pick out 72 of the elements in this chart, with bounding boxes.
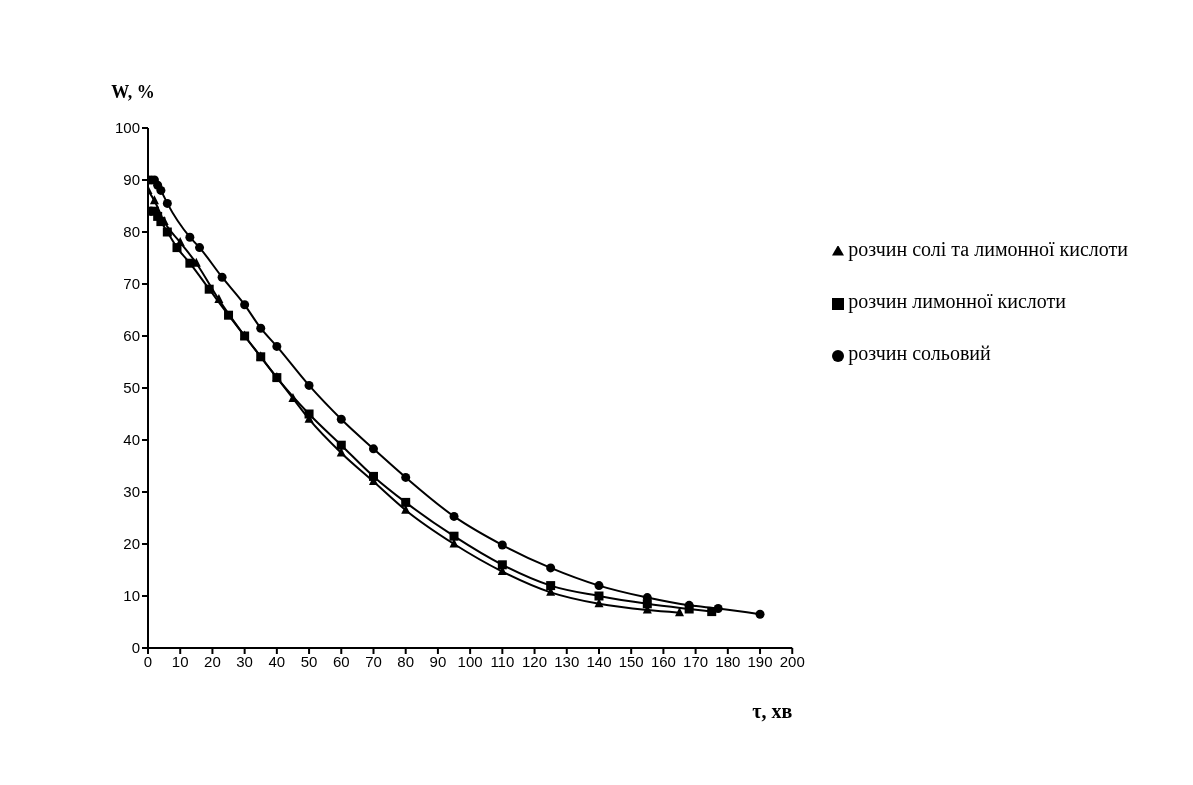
x-tick-label: 170 xyxy=(683,652,709,670)
point xyxy=(149,195,159,205)
legend-label: розчин сольовий xyxy=(848,342,991,364)
point xyxy=(304,409,314,419)
point xyxy=(162,198,172,208)
point xyxy=(185,232,195,242)
legend-label: розчин лимонної кислоти xyxy=(848,290,1066,312)
x-tick-label: 70 xyxy=(365,652,382,670)
y-tick-label: 20 xyxy=(123,535,140,553)
point xyxy=(204,284,214,294)
x-tick-label: 50 xyxy=(300,652,318,670)
point xyxy=(497,540,507,550)
point xyxy=(449,511,459,521)
x-tick-label: 190 xyxy=(747,652,773,670)
point xyxy=(675,607,685,617)
point xyxy=(162,227,172,237)
x-tick-label: 30 xyxy=(236,652,253,670)
y-tick-label: 50 xyxy=(123,379,140,397)
y-tick-label: 80 xyxy=(123,223,140,241)
point xyxy=(546,581,556,591)
x-tick-label: 20 xyxy=(204,652,221,670)
point xyxy=(368,471,378,481)
y-axis-title: W, % xyxy=(111,82,155,102)
point xyxy=(546,563,556,573)
point xyxy=(217,272,227,282)
x-tick-label: 200 xyxy=(779,652,805,670)
point xyxy=(368,444,378,454)
point xyxy=(214,294,224,304)
point xyxy=(240,300,250,310)
x-tick-label: 160 xyxy=(650,652,676,670)
point xyxy=(172,243,182,253)
x-axis-title: τ, хв xyxy=(752,700,793,722)
point xyxy=(336,414,346,424)
point xyxy=(156,185,166,195)
point xyxy=(594,581,604,591)
x-tick-label: 60 xyxy=(332,652,350,670)
y-tick-label: 40 xyxy=(123,431,140,449)
point xyxy=(594,591,604,601)
y-tick-label: 90 xyxy=(123,171,140,189)
x-tick-label: 130 xyxy=(554,652,580,670)
y-tick-label: 10 xyxy=(123,587,140,605)
point xyxy=(304,380,314,390)
y-tick-label: 0 xyxy=(131,639,140,657)
x-tick-label: 40 xyxy=(268,652,286,670)
point xyxy=(449,531,459,541)
x-tick-label: 150 xyxy=(618,652,644,670)
x-tick-label: 120 xyxy=(522,652,548,670)
x-tick-label: 140 xyxy=(586,652,612,670)
point xyxy=(401,472,411,482)
y-tick-label: 60 xyxy=(123,327,140,345)
point xyxy=(224,310,234,320)
point xyxy=(288,392,298,402)
point xyxy=(272,341,282,351)
y-tick-label: 30 xyxy=(123,483,140,501)
legend-label: розчин солі та лимонної кислоти xyxy=(848,238,1128,260)
x-tick-label: 10 xyxy=(171,652,189,670)
y-tick-label: 70 xyxy=(123,275,140,293)
point xyxy=(336,440,346,450)
point xyxy=(713,603,723,613)
y-tick-label: 100 xyxy=(114,119,140,137)
x-tick-label: 180 xyxy=(715,652,741,670)
point xyxy=(755,609,765,619)
point xyxy=(195,243,205,253)
point xyxy=(401,497,411,507)
x-tick-label: 110 xyxy=(490,652,515,670)
x-tick-label: 100 xyxy=(457,652,483,670)
x-tick-label: 0 xyxy=(143,652,153,670)
x-tick-label: 90 xyxy=(429,652,447,670)
point xyxy=(497,560,507,570)
x-tick-label: 80 xyxy=(397,652,415,670)
point xyxy=(185,258,195,268)
point xyxy=(256,323,266,333)
